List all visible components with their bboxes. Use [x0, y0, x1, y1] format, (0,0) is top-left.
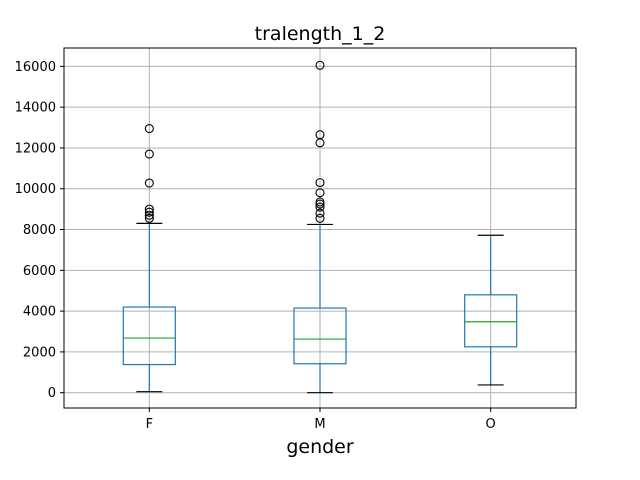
outlier-point — [144, 124, 154, 134]
outlier-point — [315, 188, 325, 198]
y-tick-label: 4000 — [23, 305, 56, 320]
chart-title: tralength_1_2 — [255, 23, 386, 45]
outlier-point — [315, 178, 325, 188]
outlier-point — [315, 202, 325, 212]
x-tick-label: O — [486, 417, 496, 432]
outlier-point — [144, 210, 154, 220]
iqr-box — [464, 294, 518, 348]
outlier-point — [144, 149, 154, 159]
axis-layer: 0 2000 4000 6000 8000 10000 12000 14000 16000 F M O — [15, 60, 496, 432]
outlier-point — [315, 197, 325, 207]
iqr-box — [293, 307, 347, 365]
box-layer — [122, 60, 518, 394]
y-tick-label: 12000 — [15, 141, 56, 156]
outlier-point — [144, 178, 154, 188]
x-tick-label: F — [146, 417, 153, 432]
y-tick-label: 8000 — [23, 223, 56, 238]
y-tick-label: 14000 — [15, 101, 56, 116]
y-tick-label: 16000 — [15, 60, 56, 75]
y-tick-label: 6000 — [23, 264, 56, 279]
outlier-point — [315, 208, 325, 218]
outlier-point — [315, 213, 325, 223]
outlier-point — [144, 213, 154, 223]
outlier-point — [315, 60, 325, 70]
iqr-box — [122, 306, 176, 366]
outlier-point — [144, 204, 154, 214]
y-tick-label: 0 — [48, 386, 56, 401]
x-tick-label: M — [314, 417, 325, 432]
outlier-point — [315, 130, 325, 140]
x-axis-label: gender — [286, 436, 354, 458]
y-tick-label: 10000 — [15, 182, 56, 197]
outlier-point — [144, 207, 154, 217]
y-tick-label: 2000 — [23, 345, 56, 360]
